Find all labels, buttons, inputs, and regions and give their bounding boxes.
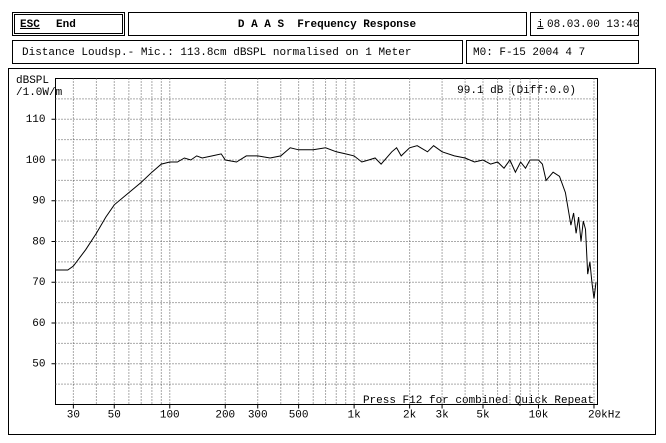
model-box xyxy=(466,40,639,64)
end-label: End xyxy=(56,19,76,31)
y-axis-label: dBSPL xyxy=(16,75,49,87)
y-tick-label: 70 xyxy=(32,277,45,289)
x-tick-label: 20kHz xyxy=(588,409,621,421)
esc-box xyxy=(12,12,125,36)
x-tick-label: 5k xyxy=(476,409,490,421)
y-tick-label: 80 xyxy=(32,236,45,248)
y-tick-label: 110 xyxy=(26,114,46,126)
title-box xyxy=(128,12,527,36)
x-tick-label: 300 xyxy=(248,409,268,421)
x-tick-label: 500 xyxy=(289,409,309,421)
y-tick-label: 60 xyxy=(32,318,45,330)
info-key[interactable]: i xyxy=(537,19,544,31)
x-tick-label: 50 xyxy=(108,409,121,421)
y-tick-label: 100 xyxy=(26,155,46,167)
chart-frame xyxy=(8,68,656,435)
hint-annotation: Press F12 for combined Quick Repeat xyxy=(363,395,594,407)
y-axis-unit: /1.0W/m xyxy=(16,87,63,99)
response-curve xyxy=(55,145,597,299)
description: Distance Loudsp.- Mic.: 113.8cm dBSPL no… xyxy=(22,47,411,59)
x-tick-label: 30 xyxy=(67,409,80,421)
level-annotation: 99.1 dB (Diff:0.0) xyxy=(457,85,576,97)
x-tick-label: 10k xyxy=(529,409,549,421)
x-tick-label: 200 xyxy=(215,409,235,421)
x-tick-label: 3k xyxy=(435,409,449,421)
datetime: 08.03.00 13:40 xyxy=(547,19,639,31)
x-tick-label: 1k xyxy=(348,409,362,421)
date-box xyxy=(530,12,639,36)
y-tick-label: 90 xyxy=(32,196,45,208)
title: D A A S Frequency Response xyxy=(238,19,417,31)
y-tick-label: 50 xyxy=(32,359,45,371)
model: M0: F-15 2004 4 7 xyxy=(473,47,585,59)
x-tick-label: 100 xyxy=(160,409,180,421)
esc-box-inner xyxy=(14,14,123,34)
esc-key[interactable]: ESC xyxy=(20,19,40,31)
x-tick-label: 2k xyxy=(403,409,417,421)
description-box xyxy=(12,40,463,64)
